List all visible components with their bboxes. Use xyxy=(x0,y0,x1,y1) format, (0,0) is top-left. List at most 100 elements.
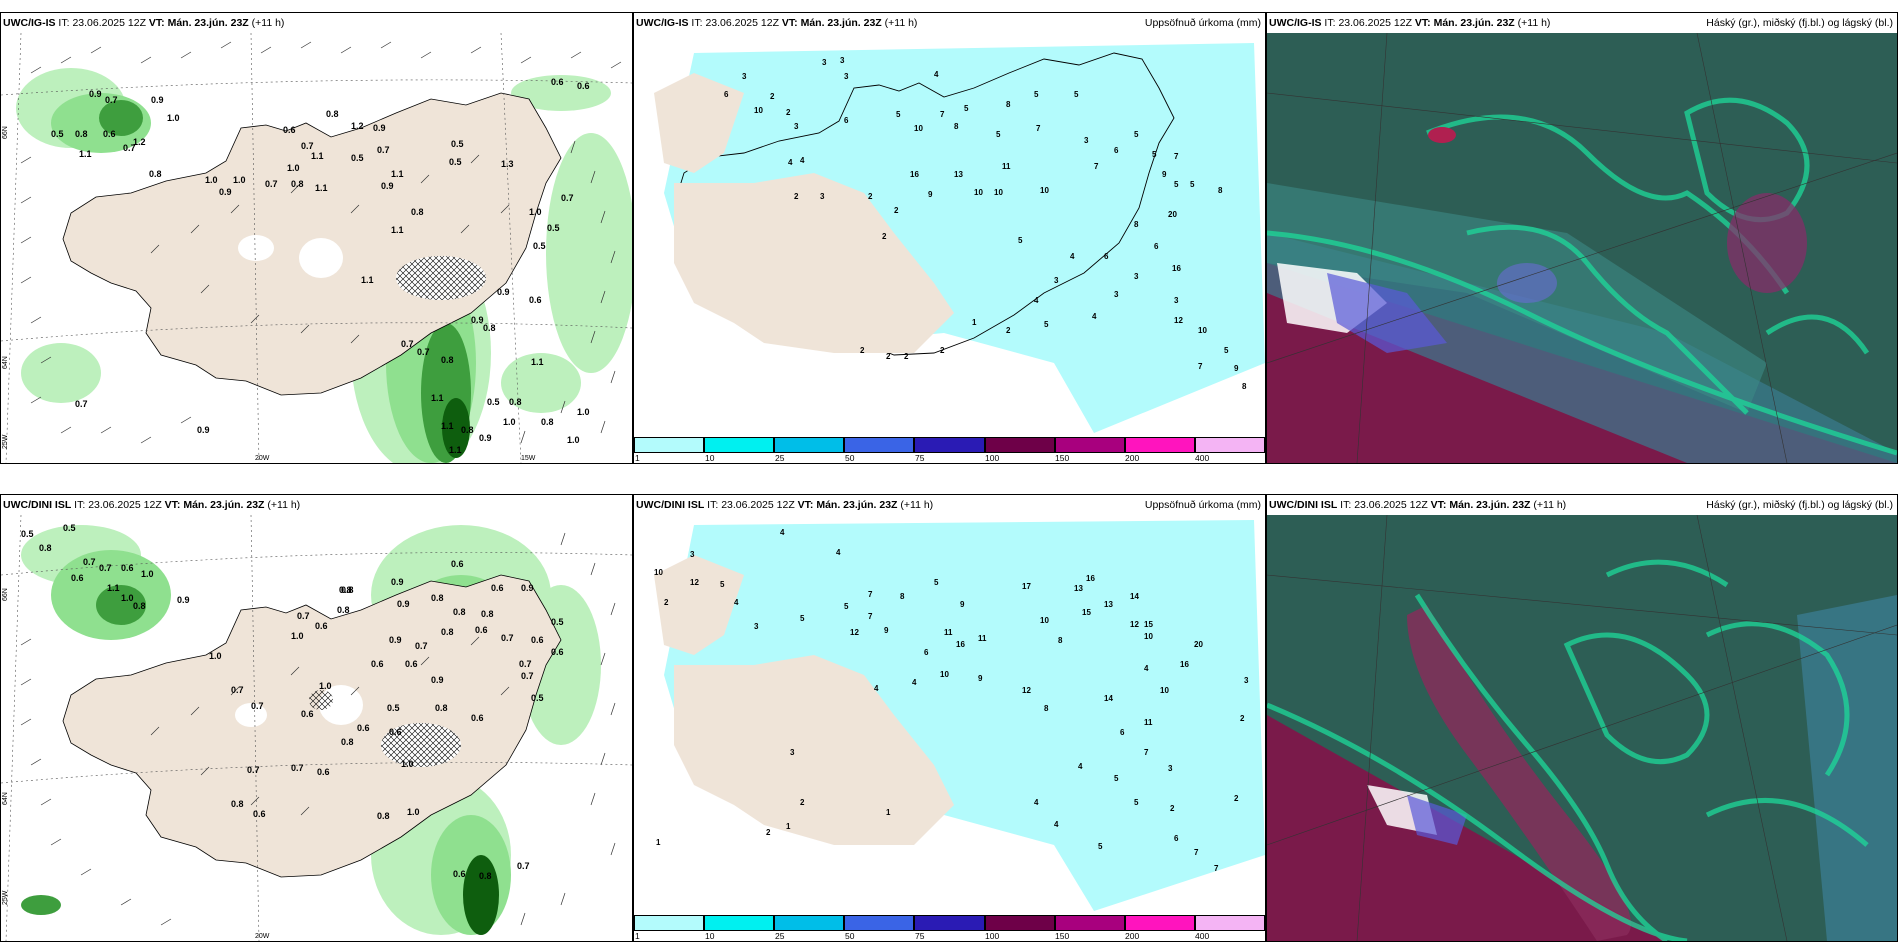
precip-value-label: 3 xyxy=(690,550,695,559)
precip-value-label: 4 xyxy=(836,548,841,557)
precip-value-label: 4 xyxy=(874,684,879,693)
precip-value-label: 0.8 xyxy=(75,129,88,139)
precip-value-label: 5 xyxy=(1224,346,1229,355)
precip-value-label: 3 xyxy=(1168,764,1173,773)
precip-value-label: 1.0 xyxy=(529,207,542,217)
vt-label: VT: xyxy=(148,17,165,29)
precip-value-label: 3 xyxy=(790,748,795,757)
precip-value-label: 3 xyxy=(1244,676,1249,685)
dry-land xyxy=(674,655,954,845)
precip-value-label: 0.6 xyxy=(389,727,402,737)
wind-barbs xyxy=(20,41,622,444)
precip-value-label: 8 xyxy=(900,592,905,601)
precip-value-label: 5 xyxy=(1134,798,1139,807)
map-wind-precip: 0.9 0.7 0.9 1.0 0.5 0.8 0.6 1.2 0.7 1.1 … xyxy=(1,33,632,463)
panel-header: UWC/IG-IS IT: 23.06.2025 12Z VT: Mán. 23… xyxy=(634,13,1265,33)
precip-value-label: 2 xyxy=(800,798,805,807)
precip-value-label: 15 xyxy=(1082,608,1091,617)
precip-value-label: 6 xyxy=(1120,728,1125,737)
model-name: UWC/DINI ISL xyxy=(1269,499,1338,511)
colorbar-tick: 50 xyxy=(845,453,855,463)
precip-value-label: 0.5 xyxy=(547,223,560,233)
precip-value-label: 0.5 xyxy=(533,241,546,251)
graticule xyxy=(1267,515,1897,941)
precip-value-label: 0.6 xyxy=(529,295,542,305)
precip-value-label: 7 xyxy=(1094,162,1099,171)
precip-value-label: 14 xyxy=(1130,592,1139,601)
it-label: IT: xyxy=(707,499,719,511)
precip-value-label: 0.6 xyxy=(551,77,564,87)
precip-value-label: 0.5 xyxy=(51,129,64,139)
precip-value-label: 15 xyxy=(1144,620,1153,629)
iceland-land xyxy=(62,574,562,878)
precip-value-label: 0.9 xyxy=(479,433,492,443)
precip-value-label: 2 xyxy=(794,192,799,201)
precip-value-label: 1.0 xyxy=(291,631,304,641)
precip-value-label: 5 xyxy=(1152,150,1157,159)
colorbar-segment xyxy=(1194,915,1265,931)
precip-value-label: 2 xyxy=(1240,714,1245,723)
precip-value-label: 0.6 xyxy=(453,869,466,879)
precip-value-label: 6 xyxy=(924,648,929,657)
precip-value-label: 2 xyxy=(766,828,771,837)
precip-value-label: 0.9 xyxy=(219,187,232,197)
precip-value-label: 0.9 xyxy=(397,599,410,609)
model-name: UWC/IG-IS xyxy=(1269,17,1322,29)
precip-value-label: 0.8 xyxy=(461,425,474,435)
precip-value-label: 4 xyxy=(1144,664,1149,673)
lead-time: (+11 h) xyxy=(1517,17,1551,29)
precip-value-label: 10 xyxy=(1144,632,1153,641)
precip-value-label: 0.8 xyxy=(377,811,390,821)
precip-value-label: 0.6 xyxy=(531,635,544,645)
precip-value-label: 10 xyxy=(754,106,763,115)
vt-value: Mán. 23.jún. 23Z xyxy=(800,17,882,29)
precip-value-label: 4 xyxy=(1034,798,1039,807)
precip-value-label: 3 xyxy=(742,72,747,81)
precip-value-label: 9 xyxy=(1162,170,1167,179)
precip-value-label: 7 xyxy=(1144,748,1149,757)
precip-value-label: 0.6 xyxy=(301,709,314,719)
vt-label: VT: xyxy=(797,499,814,511)
precip-value-label: 0.8 xyxy=(341,737,354,747)
lead-time: (+11 h) xyxy=(251,17,285,29)
precip-value-label: 5 xyxy=(996,130,1001,139)
colorbar-segment xyxy=(844,915,915,931)
precip-value-label: 0.7 xyxy=(75,399,88,409)
lon-label-20w: 20W xyxy=(255,455,270,462)
precip-value-label: 0.6 xyxy=(283,125,296,135)
precip-value-label: 7 xyxy=(940,110,945,119)
precip-value-label: 2 xyxy=(664,598,669,607)
precip-value-label: 4 xyxy=(912,678,917,687)
precip-value-label: 1.0 xyxy=(121,593,134,603)
wind-barbs xyxy=(20,532,616,926)
precip-colorbar: 1 10 25 50 75 100 150 200 400 xyxy=(634,435,1265,463)
precip-value-label: 0.6 xyxy=(577,81,590,91)
precip-value-label: 6 xyxy=(1104,252,1109,261)
colorbar-tick: 150 xyxy=(1055,931,1070,941)
panel-header: UWC/DINI ISL IT: 23.06.2025 12Z VT: Mán.… xyxy=(1267,495,1897,515)
precip-value-label: 11 xyxy=(944,628,953,637)
precip-value-label: 1.2 xyxy=(351,121,364,131)
precip-value-label: 0.9 xyxy=(391,577,404,587)
precip-value-label: 0.6 xyxy=(491,583,504,593)
vt-value: Mán. 23.jún. 23Z xyxy=(816,499,898,511)
colorbar-tick: 25 xyxy=(775,453,785,463)
precip-value-label: 13 xyxy=(1104,600,1113,609)
colorbar-segment xyxy=(1124,915,1195,931)
precip-value-label: 6 xyxy=(1154,242,1159,251)
precip-value-label: 0.7 xyxy=(105,95,118,105)
precip-value-label: 8 xyxy=(954,122,959,131)
precip-value-label: 2 xyxy=(894,206,899,215)
precip-value-label: 0.5 xyxy=(63,523,76,533)
precip-value-label: 5 xyxy=(1018,236,1023,245)
precip-value-label: 0.7 xyxy=(265,179,278,189)
precip-value-label: 12 xyxy=(690,578,699,587)
vt-label: VT: xyxy=(164,499,181,511)
glaciers xyxy=(238,235,486,300)
colorbar-tick: 1 xyxy=(635,453,640,463)
colorbar-segment xyxy=(914,437,985,453)
precip-value-label: 1.1 xyxy=(391,169,404,179)
precip-value-label: 1.1 xyxy=(391,225,404,235)
precip-value-label: 0.7 xyxy=(297,611,310,621)
precip-value-label: 0.7 xyxy=(415,641,428,651)
